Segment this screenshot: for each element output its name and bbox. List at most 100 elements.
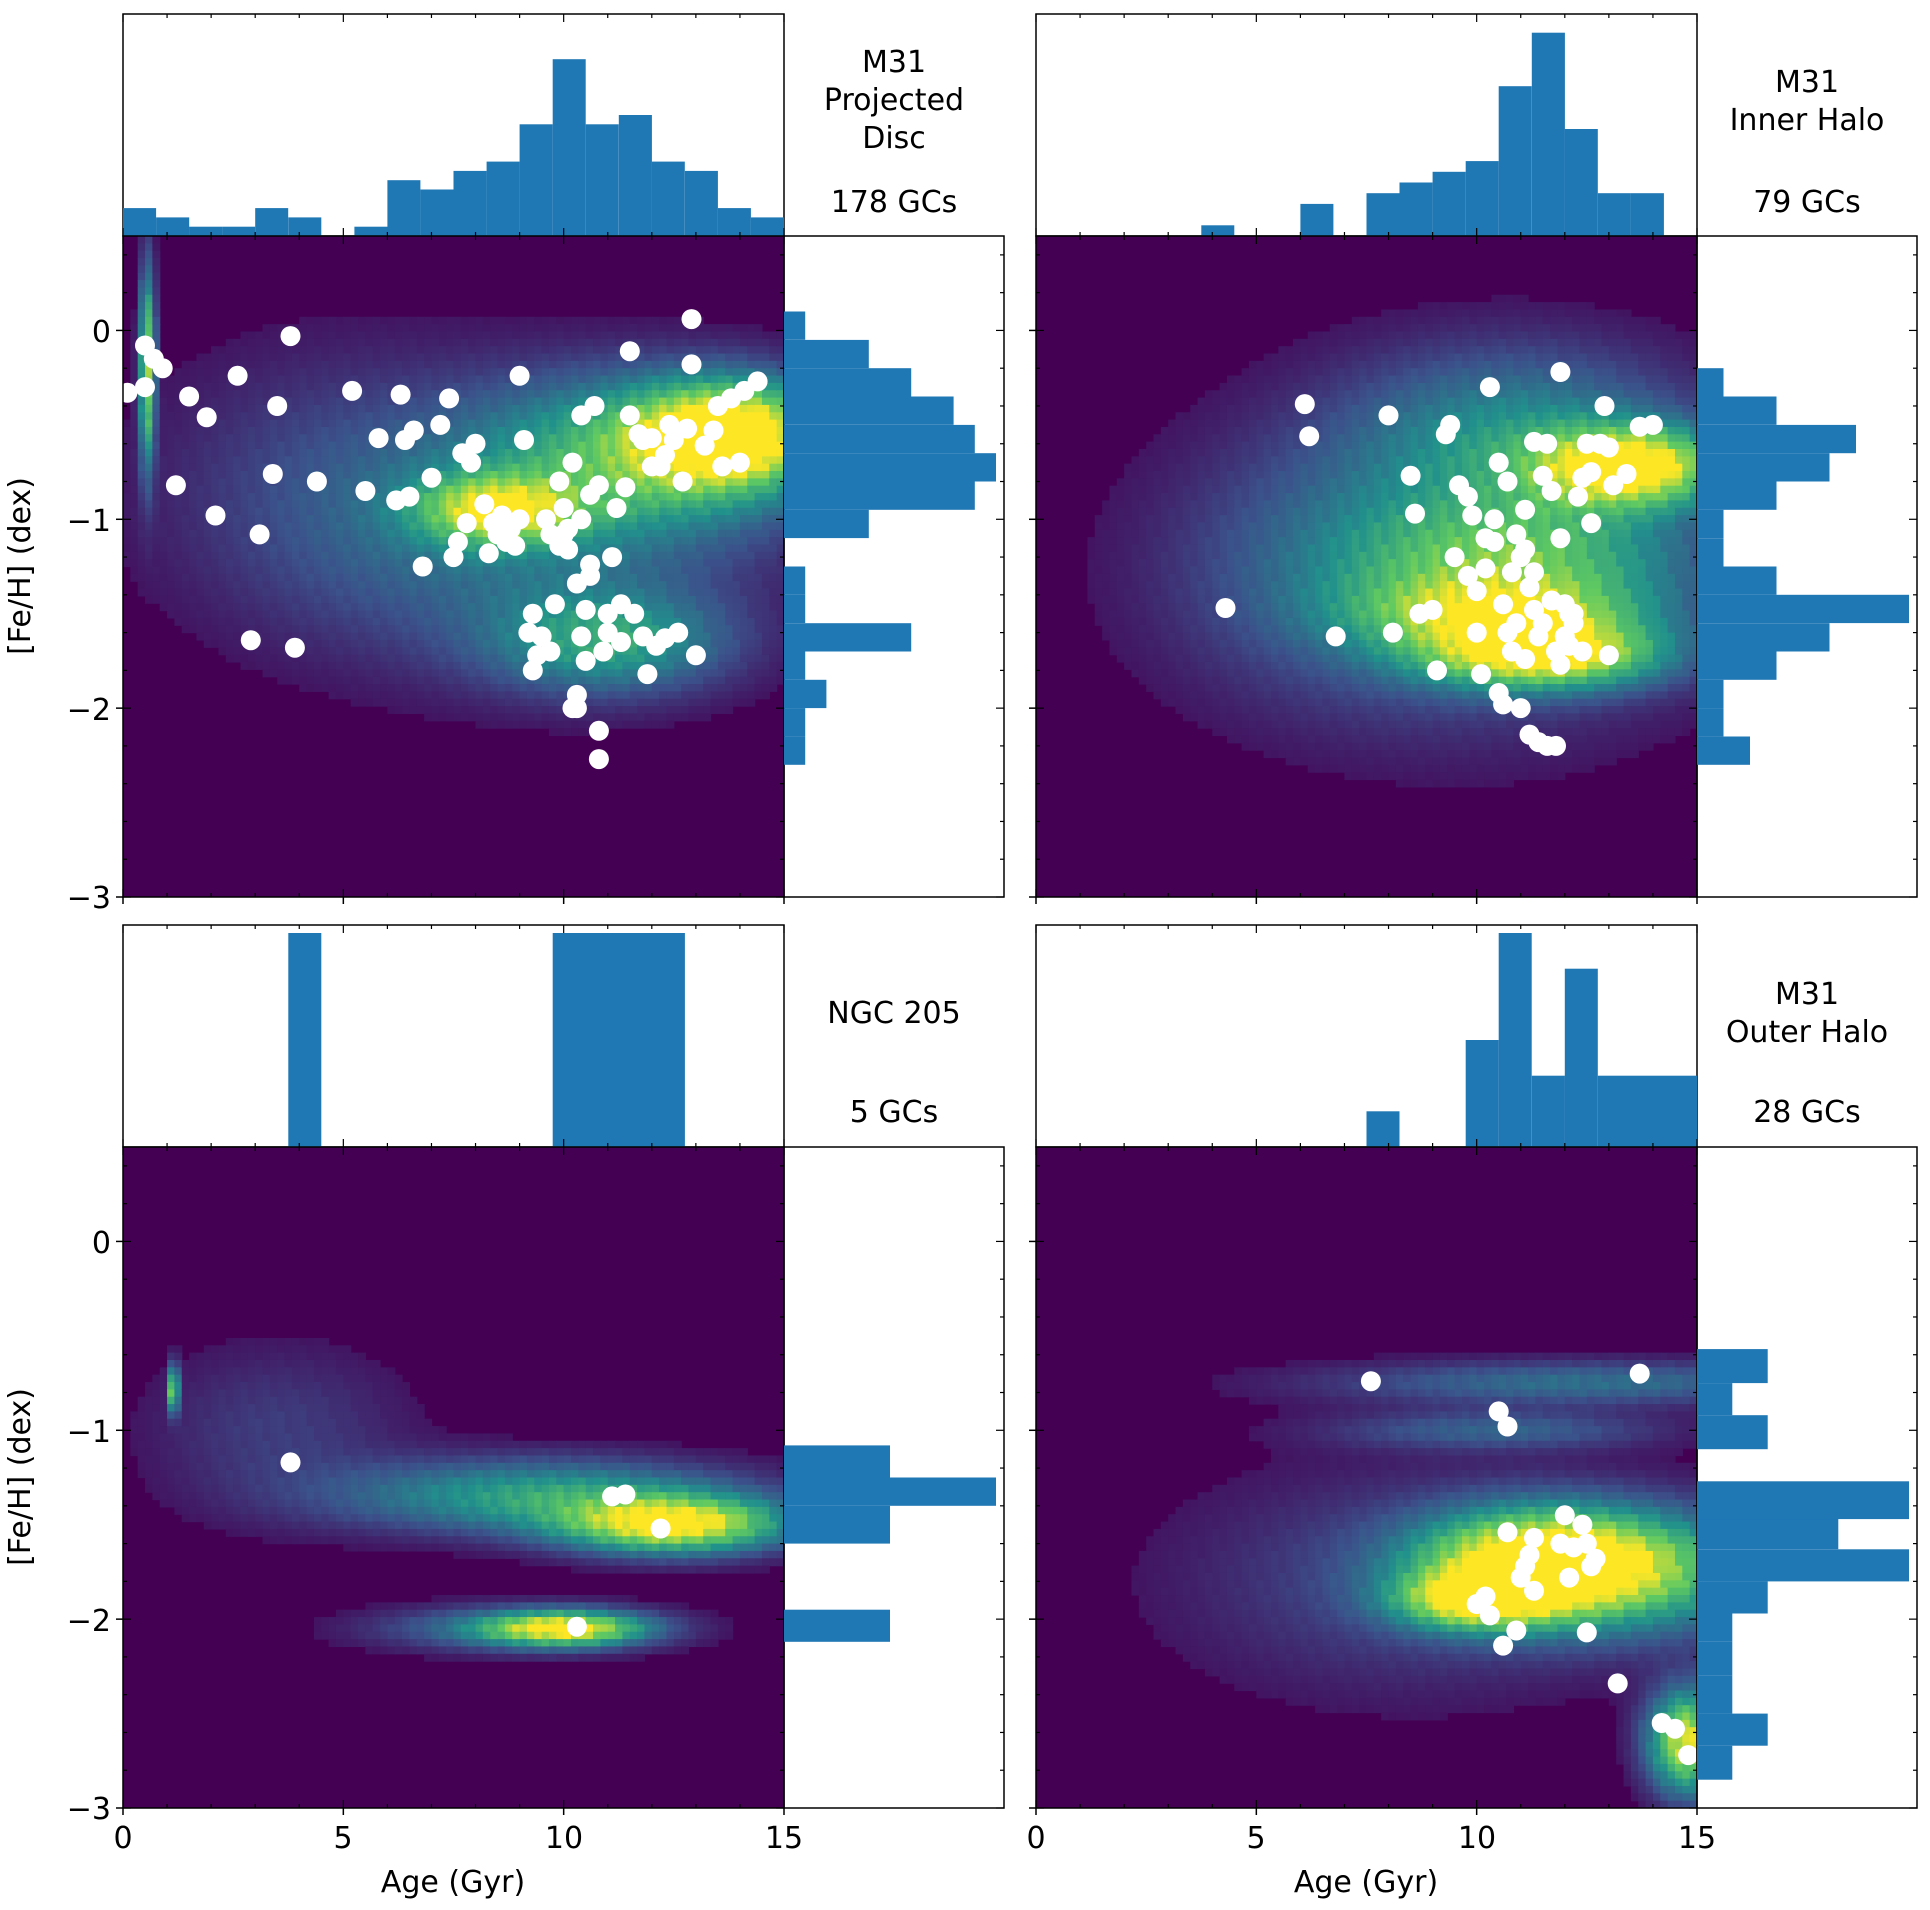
heatmap-cell: [776, 676, 784, 685]
heatmap-cell: [754, 324, 763, 333]
heatmap-cell: [313, 448, 322, 457]
heatmap-cell: [659, 581, 668, 590]
heatmap-cell: [211, 368, 220, 377]
heatmap-cell: [358, 661, 366, 670]
heatmap-cell: [284, 471, 293, 479]
heatmap-cell: [394, 419, 403, 428]
heatmap-cell: [240, 595, 249, 604]
heatmap-cell: [291, 603, 300, 612]
heatmap-cell: [387, 588, 396, 597]
heatmap-cell: [152, 529, 161, 538]
heatmap-cell: [277, 375, 286, 384]
heatmap-cell: [512, 639, 521, 648]
heatmap-cell: [739, 559, 748, 568]
heatmap-cell: [137, 463, 146, 472]
heatmap-cell: [629, 471, 638, 479]
heatmap-cell: [380, 676, 388, 685]
heatmap-cell: [776, 566, 784, 575]
heatmap-cell: [130, 368, 139, 377]
heatmap-cell: [710, 551, 719, 560]
heatmap-cell: [402, 331, 411, 340]
heatmap-cell: [688, 559, 697, 568]
heatmap-cell: [358, 669, 366, 678]
heatmap-cell: [681, 603, 690, 612]
heatmap-cell: [328, 316, 337, 325]
heatmap-cell: [460, 647, 469, 656]
heatmap-cell: [776, 559, 784, 568]
heatmap-cell: [732, 404, 741, 413]
heatmap-cell: [703, 566, 712, 575]
heatmap-cell: [225, 419, 234, 428]
heatmap-cell: [358, 448, 366, 457]
heatmap-cell: [130, 485, 139, 494]
heatmap-cell: [769, 419, 778, 428]
heatmap-cell: [306, 573, 315, 582]
heatmap-cell: [328, 632, 337, 641]
heatmap-cell: [460, 559, 469, 568]
heatmap-cell: [504, 625, 513, 634]
heatmap-cell: [571, 346, 579, 355]
heatmap-cell: [600, 382, 609, 391]
heatmap-cell: [145, 566, 153, 575]
heatmap-cell: [438, 676, 447, 685]
heatmap-cell: [615, 331, 624, 340]
heatmap-cell: [321, 581, 330, 590]
heatmap-cell: [203, 493, 212, 501]
heatmap-cell: [475, 676, 484, 685]
heatmap-cell: [453, 515, 462, 524]
heatmap-cell: [145, 448, 153, 457]
heatmap-cell: [350, 522, 359, 531]
heatmap-cell: [468, 412, 477, 421]
heatmap-cell: [534, 581, 543, 590]
heatmap-cell: [571, 316, 579, 325]
heatmap-cell: [497, 493, 506, 501]
heatmap-cell: [504, 404, 513, 413]
heatmap-cell: [402, 471, 411, 479]
heatmap-cell: [350, 573, 359, 582]
y-tick-label: 0: [92, 315, 111, 350]
heatmap-cell: [695, 706, 704, 714]
heatmap-cell: [306, 654, 315, 663]
heatmap-cell: [600, 500, 609, 509]
heatmap-cell: [218, 353, 227, 362]
heatmap-cell: [196, 617, 205, 626]
heatmap-cell: [189, 471, 198, 479]
heatmap-cell: [600, 434, 609, 443]
heatmap-cell: [424, 610, 433, 619]
heatmap-cell: [255, 448, 264, 457]
heatmap-cell: [335, 500, 344, 509]
heatmap-cell: [732, 661, 741, 670]
heatmap-cell: [651, 544, 660, 553]
heatmap-cell: [747, 515, 756, 524]
heatmap-cell: [769, 426, 778, 435]
heatmap-cell: [159, 500, 168, 509]
heatmap-cell: [306, 324, 315, 333]
heatmap-cell: [651, 537, 660, 546]
heatmap-cell: [328, 515, 337, 524]
heatmap-cell: [725, 588, 734, 597]
heatmap-cell: [284, 529, 293, 538]
heatmap-cell: [739, 412, 748, 421]
heatmap-cell: [504, 456, 513, 465]
heatmap-cell: [732, 507, 741, 516]
heatmap-cell: [717, 419, 726, 428]
heatmap-cell: [622, 588, 631, 597]
heatmap-cell: [233, 647, 242, 656]
heatmap-cell: [747, 566, 756, 575]
heatmap-cell: [710, 537, 719, 546]
heatmap-cell: [167, 390, 176, 399]
heatmap-cell: [475, 661, 484, 670]
heatmap-cell: [402, 691, 411, 700]
heatmap-cell: [497, 412, 506, 421]
heatmap-cell: [358, 573, 366, 582]
heatmap-cell: [571, 720, 579, 729]
heatmap-cell: [644, 654, 653, 663]
heatmap-cell: [556, 676, 565, 685]
heatmap-cell: [541, 706, 550, 714]
heatmap-cell: [233, 610, 242, 619]
heatmap-cell: [717, 581, 726, 590]
heatmap-cell: [424, 529, 433, 538]
heatmap-cell: [681, 404, 690, 413]
heatmap-cell: [145, 573, 153, 582]
heatmap-cell: [769, 507, 778, 516]
